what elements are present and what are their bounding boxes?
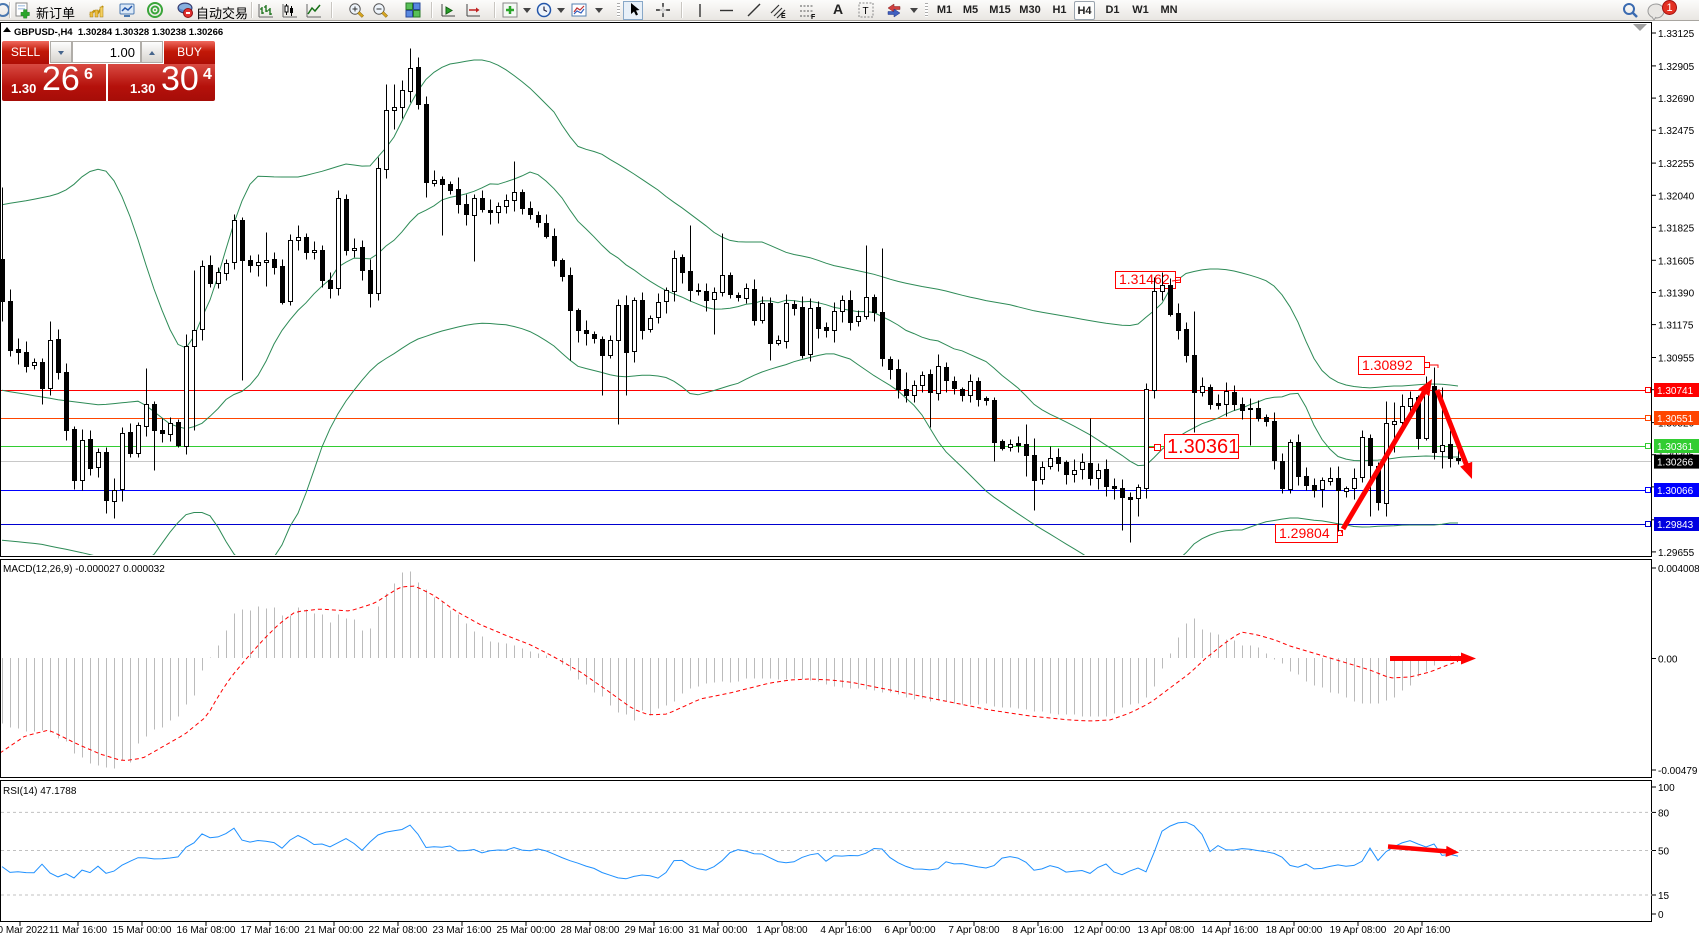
svg-text:29 Mar 16:00: 29 Mar 16:00: [625, 925, 684, 936]
svg-text:1.32040: 1.32040: [1658, 191, 1695, 202]
svg-text:1.31462: 1.31462: [1119, 271, 1170, 287]
svg-text:21 Mar 00:00: 21 Mar 00:00: [305, 925, 364, 936]
svg-text:7 Apr 08:00: 7 Apr 08:00: [948, 925, 1000, 936]
svg-text:23 Mar 16:00: 23 Mar 16:00: [433, 925, 492, 936]
svg-text:19 Apr 08:00: 19 Apr 08:00: [1330, 925, 1387, 936]
svg-text:15 Mar 00:00: 15 Mar 00:00: [113, 925, 172, 936]
svg-text:1.32905: 1.32905: [1658, 62, 1695, 73]
svg-text:22 Mar 08:00: 22 Mar 08:00: [369, 925, 428, 936]
svg-text:100: 100: [1658, 783, 1675, 794]
svg-text:28 Mar 08:00: 28 Mar 08:00: [561, 925, 620, 936]
svg-text:1.31605: 1.31605: [1658, 256, 1695, 267]
svg-text:31 Mar 00:00: 31 Mar 00:00: [689, 925, 748, 936]
svg-text:E: E: [781, 13, 786, 20]
svg-text:1.30066: 1.30066: [1657, 486, 1694, 497]
svg-text:0: 0: [1658, 910, 1664, 921]
svg-text:1 Apr 08:00: 1 Apr 08:00: [756, 925, 808, 936]
svg-text:17 Mar 16:00: 17 Mar 16:00: [241, 925, 300, 936]
svg-text:MACD(12,26,9) -0.000027 0.0000: MACD(12,26,9) -0.000027 0.000032: [3, 564, 165, 575]
svg-text:1.30361: 1.30361: [1167, 436, 1239, 458]
svg-text:-0.00479: -0.00479: [1658, 766, 1698, 777]
svg-text:20 Apr 16:00: 20 Apr 16:00: [1394, 925, 1451, 936]
svg-text:1.29804: 1.29804: [1279, 525, 1330, 541]
svg-text:1.33125: 1.33125: [1658, 29, 1695, 40]
svg-text:8 Apr 16:00: 8 Apr 16:00: [1012, 925, 1064, 936]
svg-text:1.31390: 1.31390: [1658, 289, 1695, 300]
svg-text:25 Mar 00:00: 25 Mar 00:00: [497, 925, 556, 936]
svg-text:10 Mar 2022: 10 Mar 2022: [0, 925, 49, 936]
svg-text:18 Apr 00:00: 18 Apr 00:00: [1266, 925, 1323, 936]
svg-text:1.29843: 1.29843: [1657, 520, 1694, 531]
svg-text:4 Apr 16:00: 4 Apr 16:00: [820, 925, 872, 936]
svg-text:F: F: [811, 14, 816, 20]
svg-text:1.30266: 1.30266: [1657, 458, 1694, 469]
svg-text:16 Mar 08:00: 16 Mar 08:00: [177, 925, 236, 936]
svg-text:11 Mar 16:00: 11 Mar 16:00: [49, 925, 108, 936]
svg-text:RSI(14) 47.1788: RSI(14) 47.1788: [3, 786, 77, 797]
svg-text:80: 80: [1658, 808, 1670, 819]
svg-text:0.00: 0.00: [1658, 655, 1678, 666]
svg-text:14 Apr 16:00: 14 Apr 16:00: [1202, 925, 1259, 936]
svg-text:1.31825: 1.31825: [1658, 223, 1695, 234]
svg-text:50: 50: [1658, 847, 1670, 858]
svg-text:1.29655: 1.29655: [1658, 548, 1695, 559]
svg-text:1.30361: 1.30361: [1657, 442, 1694, 453]
svg-text:1.32690: 1.32690: [1658, 94, 1695, 105]
svg-text:1.31175: 1.31175: [1658, 321, 1694, 332]
svg-text:13 Apr 08:00: 13 Apr 08:00: [1138, 925, 1195, 936]
svg-text:0.004008: 0.004008: [1658, 564, 1699, 575]
svg-text:6 Apr 00:00: 6 Apr 00:00: [884, 925, 936, 936]
svg-text:12 Apr 00:00: 12 Apr 00:00: [1074, 925, 1131, 936]
svg-text:GBPUSD-,H4 1.30284 1.30328 1.: GBPUSD-,H4 1.30284 1.30328 1.30238 1.302…: [14, 27, 223, 38]
svg-text:1.32475: 1.32475: [1658, 126, 1695, 137]
svg-text:1.30551: 1.30551: [1657, 414, 1694, 425]
svg-text:1.30955: 1.30955: [1658, 354, 1695, 365]
svg-text:1.30741: 1.30741: [1657, 386, 1694, 397]
svg-text:1.30892: 1.30892: [1362, 357, 1413, 373]
svg-text:15: 15: [1658, 891, 1670, 902]
svg-text:T: T: [863, 6, 869, 17]
svg-text:1.32255: 1.32255: [1658, 159, 1695, 170]
